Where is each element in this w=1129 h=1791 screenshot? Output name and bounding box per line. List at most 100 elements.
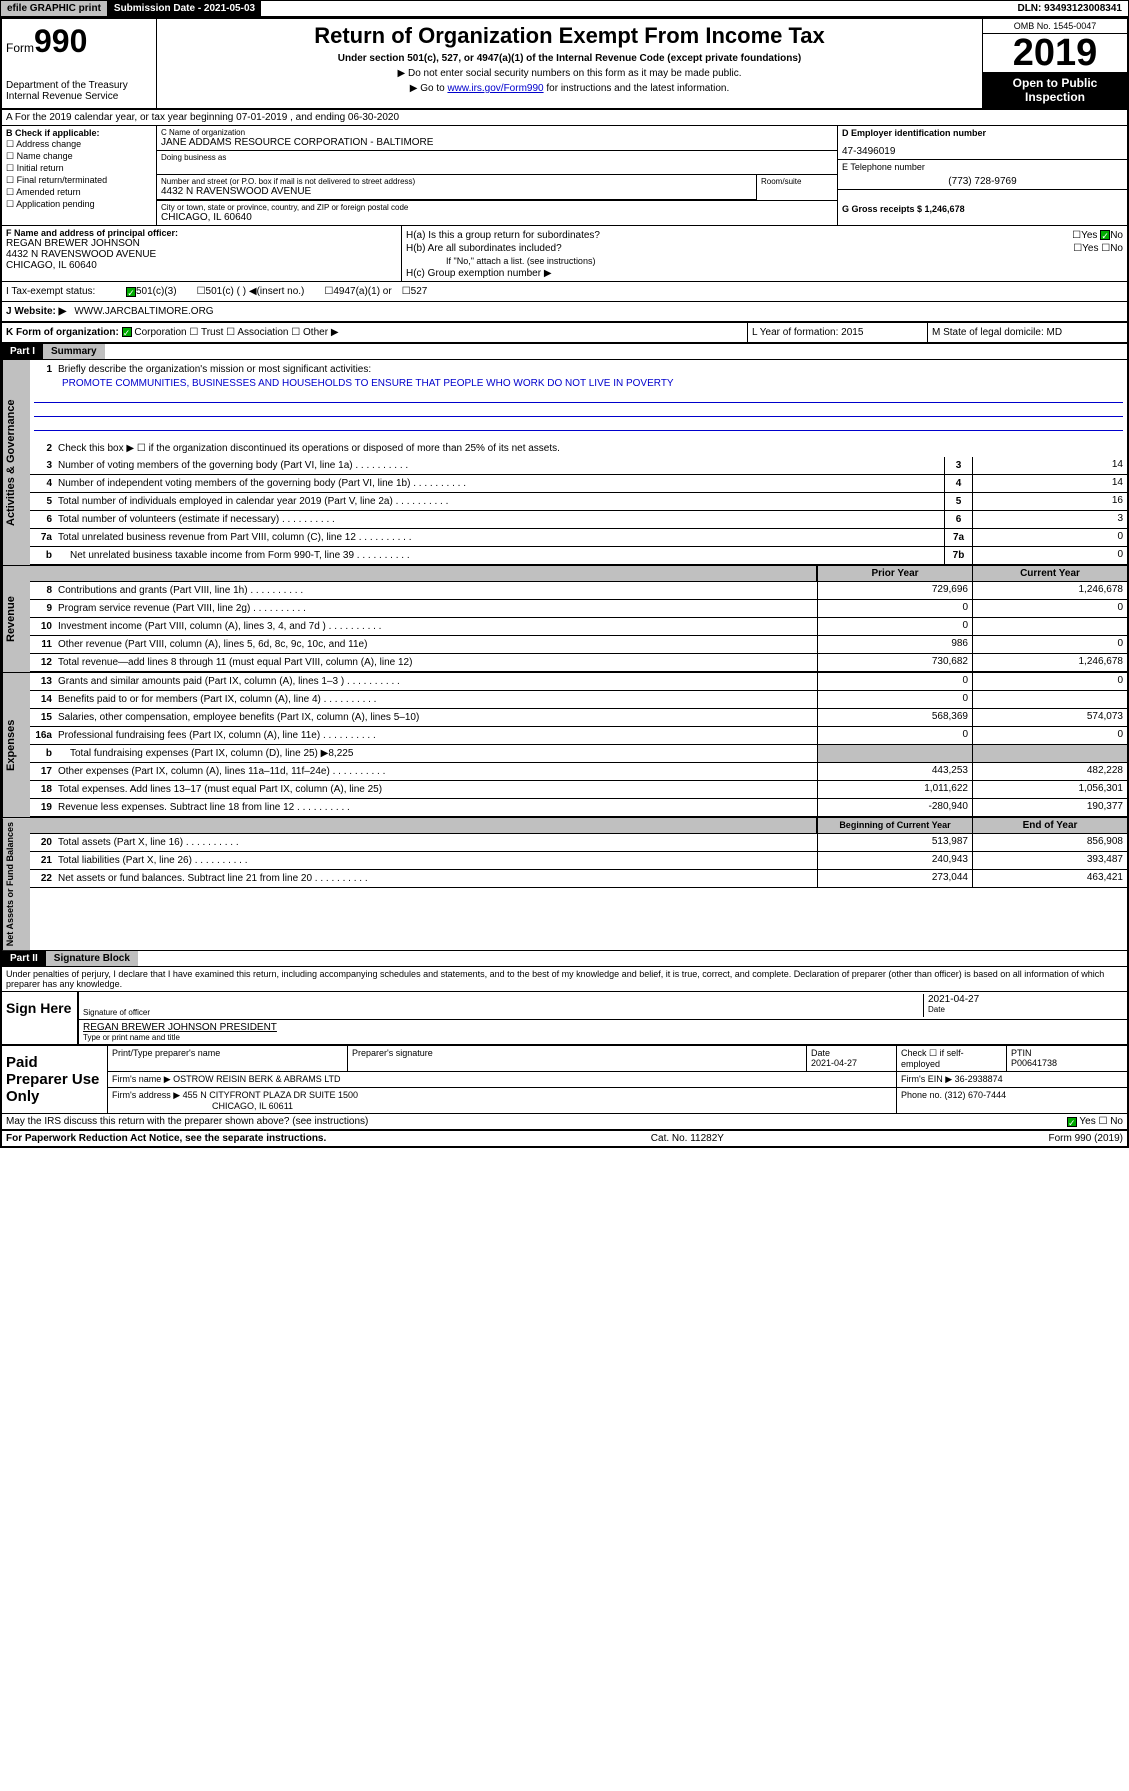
p11: 986 [817, 636, 972, 653]
line-3: 3Number of voting members of the governi… [30, 457, 1127, 475]
phone-row: E Telephone number (773) 728-9769 [838, 160, 1127, 190]
opt-assoc: Association [237, 327, 288, 338]
l3-desc: Number of voting members of the governin… [58, 458, 944, 473]
opt-corp: Corporation [134, 327, 186, 338]
line-12: 12Total revenue—add lines 8 through 11 (… [30, 654, 1127, 672]
l12: Total revenue—add lines 8 through 11 (mu… [58, 655, 817, 670]
l7a-desc: Total unrelated business revenue from Pa… [58, 530, 944, 545]
netassets-hdr: Beginning of Current Year End of Year [30, 818, 1127, 834]
line-5: 5Total number of individuals employed in… [30, 493, 1127, 511]
line-10: 10Investment income (Part VIII, column (… [30, 618, 1127, 636]
row-j: J Website: ▶ WWW.JARCBALTIMORE.ORG [2, 302, 1127, 323]
prep-name-lbl: Print/Type preparer's name [108, 1046, 348, 1071]
line-16b: bTotal fundraising expenses (Part IX, co… [30, 745, 1127, 763]
hb-note: If "No," attach a list. (see instruction… [406, 256, 1123, 266]
blueline1 [34, 389, 1123, 403]
k-left: K Form of organization: Corporation ☐ Tr… [2, 323, 747, 342]
street-addr: 4432 N RAVENSWOOD AVENUE [161, 186, 752, 197]
prep-sig-lbl: Preparer's signature [348, 1046, 807, 1071]
row-k: K Form of organization: Corporation ☐ Tr… [2, 323, 1127, 344]
expenses-content: 13Grants and similar amounts paid (Part … [30, 673, 1127, 817]
l9: Program service revenue (Part VIII, line… [58, 601, 817, 616]
col-prior: Prior Year [817, 566, 972, 581]
col-end: End of Year [972, 818, 1127, 833]
discuss-yes[interactable] [1067, 1117, 1077, 1127]
c16a: 0 [972, 727, 1127, 744]
chk-amended[interactable]: ☐ Amended return [6, 187, 152, 198]
side-expenses: Expenses [2, 673, 30, 817]
opt-501c: 501(c) ( ) ◀(insert no.) [206, 286, 305, 297]
firm-addr: 455 N CITYFRONT PLAZA DR SUITE 1500 [183, 1090, 358, 1100]
chk-corp[interactable] [122, 327, 132, 337]
city-label: City or town, state or province, country… [161, 203, 833, 212]
l4-desc: Number of independent voting members of … [58, 476, 944, 491]
v6: 3 [972, 511, 1127, 528]
p16b [817, 745, 972, 762]
v7b: 0 [972, 547, 1127, 564]
officer-city: CHICAGO, IL 60640 [6, 260, 397, 271]
col-c: C Name of organization JANE ADDAMS RESOU… [157, 126, 837, 225]
form-number: Form990 [6, 23, 152, 60]
line-16a: 16aProfessional fundraising fees (Part I… [30, 727, 1127, 745]
chk-app[interactable]: ☐ Application pending [6, 199, 152, 210]
form-prefix: Form [6, 41, 34, 55]
footer-right: Form 990 (2019) [1049, 1133, 1123, 1144]
firm-ein: Firm's EIN ▶ 36-2938874 [897, 1072, 1127, 1087]
header-note2: ▶ Go to www.irs.gov/Form990 for instruct… [161, 83, 978, 94]
ha-no-check[interactable] [1100, 230, 1110, 240]
line-13: 13Grants and similar amounts paid (Part … [30, 673, 1127, 691]
chk-address[interactable]: ☐ Address change [6, 139, 152, 150]
efile-link[interactable]: efile GRAPHIC print [1, 1, 108, 16]
c14 [972, 691, 1127, 708]
line-9: 9Program service revenue (Part VIII, lin… [30, 600, 1127, 618]
p21: 240,943 [817, 852, 972, 869]
netassets-content: Beginning of Current Year End of Year 20… [30, 818, 1127, 950]
governance-content: 1Briefly describe the organization's mis… [30, 360, 1127, 565]
firm-lbl: Firm's name ▶ [112, 1074, 171, 1084]
ptin-h: PTIN [1011, 1048, 1032, 1058]
k-label: K Form of organization: [6, 327, 119, 338]
chk-501c3[interactable] [126, 287, 136, 297]
p15: 568,369 [817, 709, 972, 726]
i-label: I Tax-exempt status: [6, 286, 126, 297]
p9: 0 [817, 600, 972, 617]
date-v: 2021-04-27 [811, 1058, 857, 1068]
revenue-content: Prior Year Current Year 8Contributions a… [30, 566, 1127, 672]
opt-4947: 4947(a)(1) or [333, 286, 391, 297]
f-label: F Name and address of principal officer: [6, 228, 397, 238]
summary-governance: Activities & Governance 1Briefly describ… [2, 360, 1127, 565]
l10: Investment income (Part VIII, column (A)… [58, 619, 817, 634]
line-7b: bNet unrelated business taxable income f… [30, 547, 1127, 565]
row-a: A For the 2019 calendar year, or tax yea… [2, 110, 1127, 126]
hb-label: H(b) Are all subordinates included? [406, 243, 562, 254]
hb-row: H(b) Are all subordinates included? ☐Yes… [406, 243, 1123, 254]
form-subtitle: Under section 501(c), 527, or 4947(a)(1)… [161, 53, 978, 64]
submission-date-btn[interactable]: Submission Date - 2021-05-03 [108, 1, 261, 16]
l7b-desc: Net unrelated business taxable income fr… [58, 548, 944, 563]
hb-answer: ☐Yes ☐No [1073, 243, 1123, 254]
chk-app-lbl: Application pending [16, 199, 95, 209]
chk-initial[interactable]: ☐ Initial return [6, 163, 152, 174]
line-20: 20Total assets (Part X, line 16)513,9878… [30, 834, 1127, 852]
form-num: 990 [34, 23, 87, 59]
irs-link[interactable]: www.irs.gov/Form990 [447, 83, 543, 94]
chk-amended-lbl: Amended return [16, 187, 81, 197]
chk-final-lbl: Final return/terminated [17, 175, 108, 185]
chk-name[interactable]: ☐ Name change [6, 151, 152, 162]
sign-date: 2021-04-27 [928, 994, 1123, 1005]
paid-label: Paid Preparer Use Only [2, 1046, 107, 1113]
header-center: Return of Organization Exempt From Incom… [157, 19, 982, 108]
paid-line1: Print/Type preparer's name Preparer's si… [108, 1046, 1127, 1072]
b-label: B Check if applicable: [6, 128, 152, 138]
v5: 16 [972, 493, 1127, 510]
part1-hdr: Part I [2, 344, 43, 359]
c17: 482,228 [972, 763, 1127, 780]
chk-final[interactable]: ☐ Final return/terminated [6, 175, 152, 186]
ha-label: H(a) Is this a group return for subordin… [406, 230, 600, 241]
row-i: I Tax-exempt status: 501(c)(3) ☐ 501(c) … [2, 282, 1127, 302]
sig-lbl: Signature of officer [83, 1008, 923, 1017]
ein-val: 47-3496019 [842, 146, 1123, 157]
c9: 0 [972, 600, 1127, 617]
ptin-cell: PTINP00641738 [1007, 1046, 1127, 1071]
sig-line2: REGAN BREWER JOHNSON PRESIDENT Type or p… [79, 1020, 1127, 1044]
